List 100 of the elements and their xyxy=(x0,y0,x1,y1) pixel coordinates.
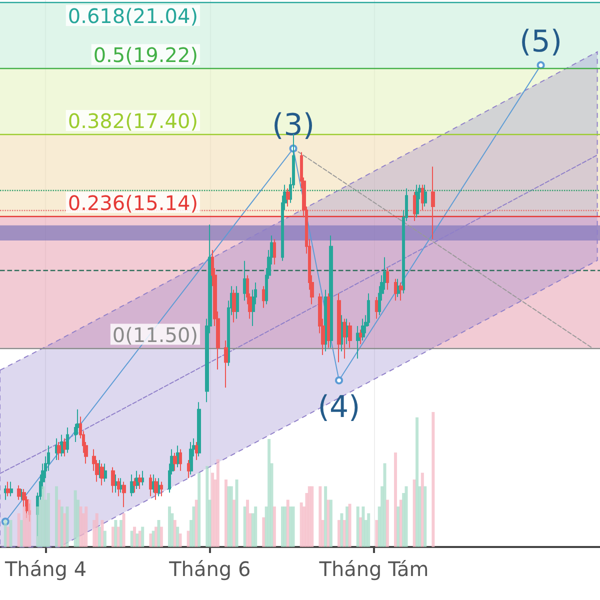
candlestick xyxy=(189,441,193,476)
candlestick xyxy=(356,326,360,360)
annotation: (3) xyxy=(272,108,315,144)
candlestick xyxy=(386,268,389,290)
candlestick xyxy=(130,474,134,497)
bar xyxy=(160,526,163,547)
candlestick xyxy=(273,238,276,265)
bar xyxy=(346,506,349,547)
bar xyxy=(318,486,322,547)
bar xyxy=(114,520,118,547)
bar xyxy=(198,472,201,547)
bar xyxy=(340,513,344,547)
bar xyxy=(79,506,82,547)
candlestick xyxy=(122,481,126,508)
bar xyxy=(66,506,69,547)
bar xyxy=(292,506,295,547)
bar xyxy=(84,506,88,547)
candlestick xyxy=(361,318,365,342)
bar xyxy=(216,459,220,547)
bar xyxy=(396,506,400,547)
candlestick xyxy=(117,478,120,497)
bar xyxy=(232,500,236,547)
candlestick xyxy=(154,478,158,500)
candlestick xyxy=(421,184,424,211)
candlestick xyxy=(114,474,117,494)
bar xyxy=(362,506,365,547)
candlestick xyxy=(343,318,346,360)
ref-line-label: 0(11.50) xyxy=(112,322,198,347)
bar xyxy=(348,504,352,547)
x-tick-label: Tháng 6 xyxy=(168,557,251,581)
candlestick xyxy=(348,322,352,348)
candlestick xyxy=(135,470,139,490)
bar xyxy=(6,526,10,547)
bar xyxy=(206,466,209,547)
bar xyxy=(235,480,238,547)
x-tick-label: Tháng 4 xyxy=(4,557,87,581)
ref-line-label: 0.5(19.22) xyxy=(93,43,198,68)
candlestick xyxy=(9,481,13,497)
bar xyxy=(178,534,182,547)
candlestick xyxy=(173,452,177,472)
candlestick xyxy=(176,445,179,468)
bar xyxy=(324,486,328,547)
bar xyxy=(289,506,292,547)
bar xyxy=(254,506,258,547)
candlestick xyxy=(63,438,66,457)
bar xyxy=(149,534,152,547)
candlestick xyxy=(197,402,201,457)
bar xyxy=(375,520,378,547)
candlestick xyxy=(324,289,327,352)
ref-line-label: 0.618(21.04) xyxy=(68,4,198,28)
bar xyxy=(100,520,104,547)
candlestick xyxy=(413,191,416,222)
candlestick xyxy=(111,466,115,494)
candlestick xyxy=(399,282,403,302)
bar xyxy=(103,530,106,547)
candlestick xyxy=(232,289,236,323)
candlestick xyxy=(133,478,136,494)
annotation: (5) xyxy=(520,24,562,60)
bar xyxy=(284,506,287,547)
bar xyxy=(9,520,12,547)
candlestick xyxy=(431,166,435,240)
annotation: (4) xyxy=(318,390,360,425)
candlestick xyxy=(286,188,290,207)
bar xyxy=(386,500,389,547)
bar xyxy=(157,520,160,547)
candlestick xyxy=(55,438,58,461)
bar xyxy=(416,417,419,547)
candlestick xyxy=(337,292,341,363)
candlestick xyxy=(57,441,61,461)
bar xyxy=(310,486,314,547)
bar xyxy=(227,486,230,547)
bar xyxy=(22,506,26,547)
candlestick xyxy=(329,234,333,348)
point xyxy=(335,376,344,384)
candlestick xyxy=(66,426,69,454)
bar xyxy=(46,493,50,547)
candlestick xyxy=(327,292,330,348)
bar xyxy=(329,500,332,547)
bar xyxy=(122,513,126,547)
ref-line-label: 0.382(17.40) xyxy=(68,109,198,134)
candlestick xyxy=(195,441,198,461)
bar xyxy=(28,500,32,547)
bar xyxy=(367,513,370,547)
candlestick xyxy=(157,478,160,497)
bar xyxy=(58,500,61,547)
bar xyxy=(136,534,139,547)
candlestick xyxy=(4,484,7,500)
candlestick xyxy=(394,278,397,302)
ref-line-label: 0.236(15.14) xyxy=(68,190,198,215)
candlestick xyxy=(375,296,378,320)
bar xyxy=(383,463,386,547)
bar xyxy=(394,452,398,547)
candlestick xyxy=(138,474,142,490)
candlestick xyxy=(243,260,247,302)
bar xyxy=(432,412,435,547)
point xyxy=(536,61,545,70)
candlestick xyxy=(103,463,107,482)
candlestick xyxy=(149,474,152,497)
bar xyxy=(424,486,427,547)
bar xyxy=(272,506,276,547)
